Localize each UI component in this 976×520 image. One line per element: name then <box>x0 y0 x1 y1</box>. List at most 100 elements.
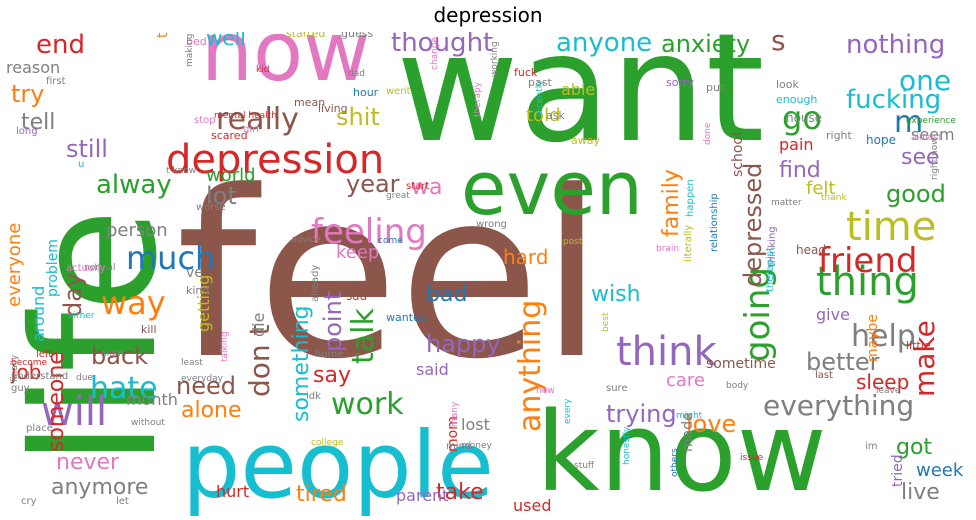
word-fuck: fuck <box>514 66 538 79</box>
word-take: take <box>436 480 484 505</box>
word-start: start <box>406 181 430 192</box>
word-able: able <box>561 80 596 99</box>
chart-title: depression <box>433 3 543 27</box>
word-hurt: hurt <box>216 482 250 501</box>
word-die: die <box>249 312 268 337</box>
word-m: m <box>894 105 924 140</box>
word-u: u <box>78 159 85 170</box>
word-past: past <box>528 76 552 89</box>
word-already: already <box>310 264 321 302</box>
word-leave: leave <box>876 386 901 396</box>
word-school: school <box>730 132 746 177</box>
word-tired: tired <box>296 482 347 507</box>
word-something: something <box>289 305 314 422</box>
word-actually: actually <box>66 263 106 274</box>
word-anyone: anyone <box>556 32 653 58</box>
word-try: try <box>11 80 45 108</box>
word-great: great <box>386 191 410 201</box>
word-become: become <box>11 358 48 368</box>
word-someone: someone <box>44 351 69 452</box>
word-today: today <box>155 32 171 38</box>
word-wrong: wrong <box>476 219 507 230</box>
word-person: person <box>106 220 168 241</box>
word-lot: lot <box>206 182 237 210</box>
word-stop: stop <box>194 115 216 126</box>
word-tell: tell <box>21 110 56 135</box>
word-mean: mean <box>294 96 326 109</box>
word-help: help <box>851 319 916 354</box>
word-happen: happen <box>685 179 696 217</box>
word-care: care <box>666 370 706 391</box>
word-home: home <box>315 349 344 360</box>
word-better: better <box>806 348 880 376</box>
word-find: find <box>779 158 821 183</box>
word-nothing: nothing <box>846 32 946 60</box>
word-never: never <box>56 450 120 475</box>
word-hard: hard <box>503 245 549 269</box>
word-head: head <box>796 243 826 257</box>
word-first: first <box>46 76 66 87</box>
word-hope: hope <box>866 133 896 147</box>
word-got: got <box>896 435 933 460</box>
word-many: many <box>450 401 460 427</box>
word-see: see <box>901 145 940 170</box>
word-thing: thing <box>816 259 919 305</box>
word-recently: recently <box>535 80 545 117</box>
word-making: making <box>185 33 195 67</box>
word-year: year <box>346 170 400 198</box>
word-happy: happy <box>426 330 501 358</box>
word-give: give <box>816 305 850 324</box>
word-done: done <box>703 122 713 145</box>
word-went: went <box>386 86 411 97</box>
word-alone: alone <box>181 398 242 423</box>
word-therapist: therapist <box>765 247 776 292</box>
word-feel: feel <box>176 143 604 410</box>
word-hate: hate <box>90 371 158 406</box>
word-come: come <box>378 236 403 246</box>
word-know: know <box>536 388 827 516</box>
word-still: still <box>66 135 108 163</box>
word-place: place <box>26 423 53 434</box>
word-wish: wish <box>591 282 641 307</box>
word-away: away <box>571 134 600 147</box>
word-everyone: everyone <box>6 222 25 307</box>
word-guess: guess <box>341 32 374 40</box>
word-let: let <box>116 496 129 507</box>
word-depression: depression <box>166 137 385 183</box>
word-reason: reason <box>6 58 61 77</box>
word-started: started <box>286 32 326 40</box>
word-kill: kill <box>141 323 157 336</box>
word-lost: lost <box>461 415 490 434</box>
word-trying: trying <box>606 400 677 428</box>
word-told: told <box>526 105 561 126</box>
word-anxiety: anxiety <box>661 32 751 58</box>
word-week: week <box>916 460 964 481</box>
word-others: others <box>670 448 680 477</box>
word-well: well <box>206 32 246 50</box>
word-job: job <box>11 360 42 384</box>
word-understand: understand <box>11 371 69 382</box>
word-love: love <box>686 410 737 438</box>
word-every: every <box>563 398 573 424</box>
word-look: look <box>776 78 799 91</box>
word-t-know: t know <box>166 166 197 176</box>
word-idk: idk <box>306 391 321 402</box>
word-parent: parent <box>396 486 449 505</box>
word-seem: seem <box>911 125 955 144</box>
word-im: im <box>865 441 878 452</box>
word-anything: anything <box>513 299 548 432</box>
word-normal: normal <box>84 263 116 273</box>
word-issue: issue <box>740 453 764 463</box>
word-people: people <box>182 412 494 516</box>
word-month: month <box>126 390 178 409</box>
word-finally: finally <box>10 354 20 382</box>
word-girl: girl <box>243 124 260 135</box>
word-relationship: relationship <box>709 193 720 252</box>
word-best: best <box>601 312 611 332</box>
word-either: either <box>68 311 95 321</box>
word-experience: experience <box>906 116 956 126</box>
word-used: used <box>513 496 552 515</box>
word-time: time <box>846 204 937 250</box>
word-feeling: feeling <box>311 212 427 252</box>
word-without: without <box>131 418 165 428</box>
